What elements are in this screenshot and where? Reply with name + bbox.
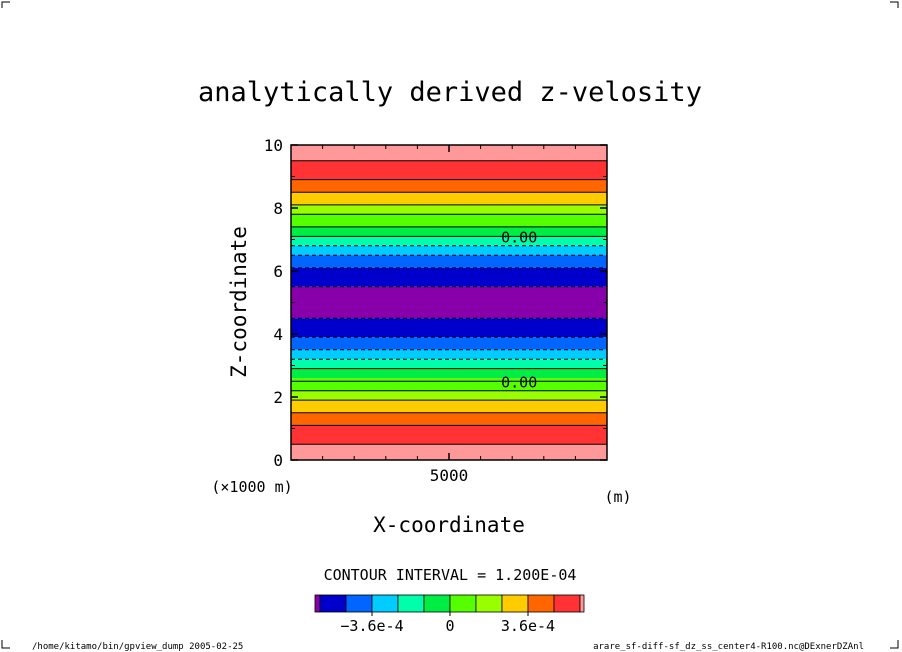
y-tick-label: 2 (273, 388, 283, 407)
color-band-18 (291, 390, 607, 401)
color-band-12 (291, 318, 607, 338)
colorbar-swatch (475, 594, 503, 613)
colorbar-swatch (449, 594, 477, 613)
color-band-2 (291, 179, 607, 193)
x-axis-ticks: 5000 (322, 145, 576, 485)
color-band-11 (291, 286, 607, 319)
color-band-19 (291, 400, 607, 413)
contour-label-1: 0.00 (501, 373, 537, 391)
color-band-6 (291, 226, 607, 237)
y-tick-label: 6 (273, 262, 283, 281)
contour-interval-text: CONTOUR INTERVAL = 1.200E-04 (324, 566, 577, 584)
colorbar-tick-label: −3.6e-4 (340, 617, 403, 635)
contour-lines (291, 160, 607, 445)
y-tick-label: 4 (273, 325, 283, 344)
colorbar-swatch (397, 594, 425, 613)
color-band-4 (291, 204, 607, 215)
contour-labels: 0.00 0.00 (501, 228, 537, 391)
footer-left: /home/kitamo/bin/gpview_dump 2005-02-25 (32, 642, 243, 652)
color-band-0 (291, 145, 607, 161)
color-band-14 (291, 349, 607, 360)
color-band-5 (291, 214, 607, 227)
colorbar: −3.6e-4 0 3.6e-4 (314, 594, 585, 635)
color-band-3 (291, 192, 607, 205)
x-tick-label: 5000 (430, 466, 469, 485)
colorbar-swatch (501, 594, 529, 613)
color-band-20 (291, 412, 607, 426)
contour-label-0: 0.00 (501, 228, 537, 246)
colorbar-tick-label: 3.6e-4 (501, 617, 555, 635)
colorbar-tick-label: 0 (445, 617, 454, 635)
color-band-10 (291, 267, 607, 287)
color-band-17 (291, 378, 607, 391)
y-axis-ticks: 0 2 4 6 8 10 (264, 136, 607, 470)
colorbar-swatch (423, 594, 451, 613)
x-axis-label: X-coordinate (373, 513, 525, 537)
color-band-16 (291, 368, 607, 379)
color-bands (291, 145, 607, 460)
color-band-7 (291, 236, 607, 246)
y-axis-label: Z-coordinate (227, 226, 251, 378)
color-band-22 (291, 444, 607, 460)
x-unit-label: (m) (604, 488, 631, 506)
colorbar-swatch (314, 594, 321, 613)
x-scale-label: (×1000 m) (211, 478, 292, 496)
chart-title: analytically derived z-velosity (198, 77, 702, 108)
color-band-21 (291, 425, 607, 445)
colorbar-swatch (527, 594, 555, 613)
y-tick-label: 0 (273, 451, 283, 470)
y-tick-label: 8 (273, 199, 283, 218)
color-band-9 (291, 255, 607, 268)
color-band-13 (291, 337, 607, 350)
plot-area: 0.00 0.00 0 2 4 6 8 10 5000 (264, 136, 608, 485)
colorbar-swatch (345, 594, 373, 613)
color-band-15 (291, 359, 607, 369)
colorbar-swatch (371, 594, 399, 613)
colorbar-swatch (579, 594, 585, 613)
colorbar-swatch (553, 594, 581, 613)
color-band-1 (291, 160, 607, 180)
footer-right: arare_sf-diff-sf_dz_ss_center4-R100.nc@D… (593, 642, 864, 652)
y-tick-label: 10 (264, 136, 283, 155)
colorbar-swatch (319, 594, 347, 613)
color-band-8 (291, 245, 607, 256)
